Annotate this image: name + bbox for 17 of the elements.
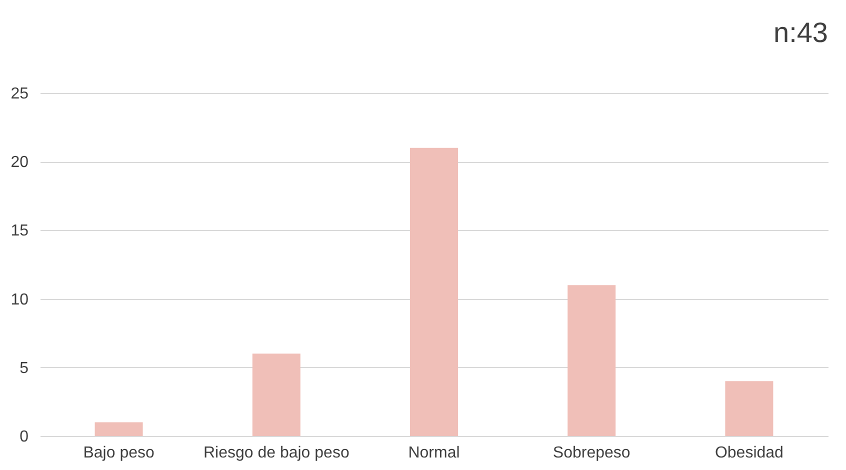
y-tick-label: 10 (10, 291, 29, 308)
bar (94, 422, 143, 436)
y-tick-label: 25 (10, 86, 29, 102)
x-tick-label: Sobrepeso (552, 444, 630, 462)
y-tick-label: 15 (10, 222, 29, 240)
x-tick-label: Normal (408, 444, 460, 462)
y-tick-label: 5 (20, 360, 29, 377)
text: n:43 (774, 17, 828, 48)
bar (252, 354, 300, 436)
y-tick-label: 0 (20, 428, 29, 446)
x-tick-label: Bajo peso (83, 444, 154, 462)
bar (410, 148, 458, 436)
x-tick-label: Obesidad (714, 444, 784, 462)
bar (725, 381, 774, 436)
bar (568, 285, 616, 436)
x-tick-label: Riesgo de bajo peso (203, 444, 350, 462)
y-tick-label: 20 (10, 154, 29, 172)
